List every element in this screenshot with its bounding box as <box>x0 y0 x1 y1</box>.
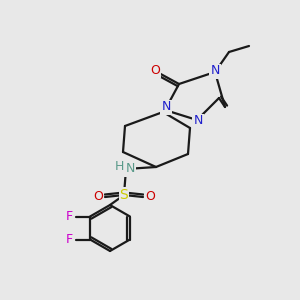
Text: N: N <box>193 115 203 128</box>
Text: N: N <box>161 100 171 113</box>
Text: O: O <box>93 190 103 203</box>
Text: N: N <box>125 163 135 176</box>
Text: F: F <box>65 233 73 246</box>
Text: O: O <box>145 190 155 203</box>
Text: F: F <box>65 210 73 223</box>
Text: N: N <box>210 64 220 77</box>
Text: H: H <box>114 160 124 173</box>
Text: O: O <box>150 64 160 76</box>
Text: S: S <box>120 188 128 202</box>
